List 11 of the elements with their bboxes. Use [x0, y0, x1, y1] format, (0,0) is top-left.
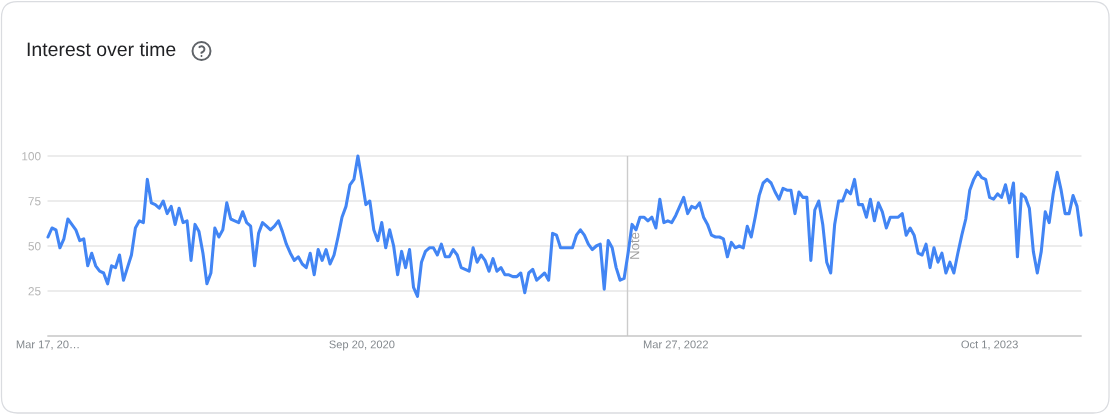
x-tick-label: Mar 27, 2022	[643, 340, 708, 350]
x-tick-label: Sep 20, 2020	[329, 340, 395, 351]
y-tick-label: 75	[28, 197, 41, 206]
x-tick-label: Oct 1, 2023	[961, 340, 1018, 350]
line-series	[46, 154, 1083, 298]
y-tick-label: 25	[28, 287, 41, 296]
chart-title: Interest over time	[27, 41, 176, 57]
y-tick-label: 100	[22, 152, 41, 161]
ref-line-label: Note	[630, 232, 640, 259]
x-tick-label: Mar 17, 20…	[16, 340, 79, 350]
y-tick-label: 50	[28, 242, 41, 251]
